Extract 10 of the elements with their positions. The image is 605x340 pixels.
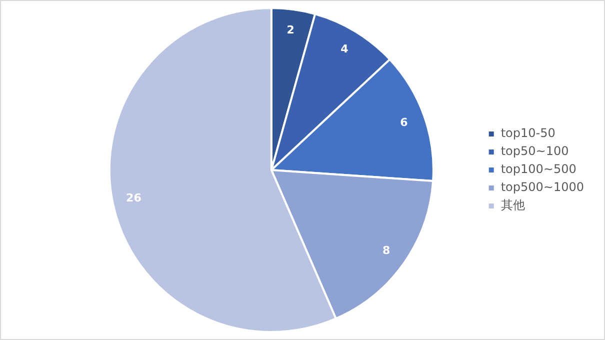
data-label: 26: [126, 191, 142, 204]
data-label: 4: [340, 42, 349, 56]
legend-label: top10-50: [500, 126, 556, 140]
legend-label: top50~100: [500, 144, 569, 158]
data-label: 6: [400, 116, 408, 129]
data-label: 2: [286, 24, 294, 37]
legend-label: top500~1000: [500, 180, 584, 194]
legend-label: 其他: [500, 198, 525, 212]
data-label: 8: [382, 244, 390, 257]
legend-label: top100~500: [500, 162, 576, 176]
